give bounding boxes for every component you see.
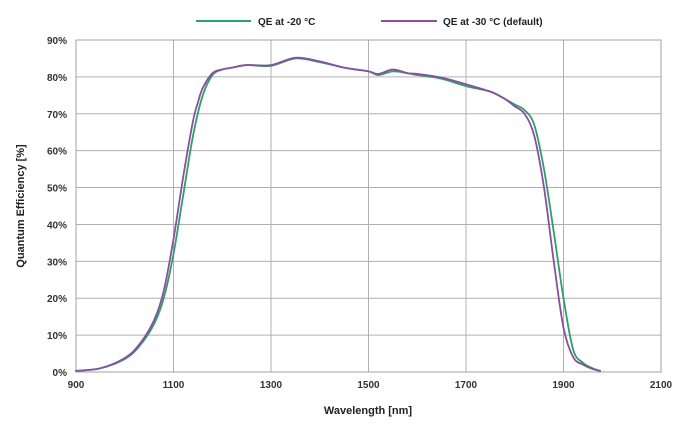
x-tick-label: 1300 bbox=[260, 380, 283, 391]
plot-frame bbox=[75, 39, 662, 373]
y-tick-label: 90% bbox=[47, 36, 67, 47]
y-tick-label: 70% bbox=[47, 110, 67, 121]
legend-label-qe-30: QE at -30 °C (default) bbox=[443, 17, 543, 28]
x-tick-label: 1500 bbox=[357, 380, 380, 391]
y-tick-label: 0% bbox=[53, 368, 68, 379]
y-tick-label: 40% bbox=[47, 220, 67, 231]
x-tick-label: 2100 bbox=[650, 380, 673, 391]
series-layer bbox=[75, 56, 601, 372]
series-line-1 bbox=[75, 56, 601, 372]
y-tick-label: 60% bbox=[47, 147, 67, 158]
y-tick-label: 20% bbox=[47, 294, 67, 305]
series-line-0 bbox=[75, 57, 601, 372]
x-tick-labels: 900 1100 1300 1500 1700 1900 2100 bbox=[68, 380, 673, 391]
x-tick-label: 1700 bbox=[455, 380, 478, 391]
legend: QE at -20 °C QE at -30 °C (default) bbox=[196, 17, 543, 28]
y-tick-label: 10% bbox=[47, 331, 67, 342]
y-axis-title: Quantum Efficiency [%] bbox=[15, 144, 27, 268]
x-tick-label: 1900 bbox=[552, 380, 575, 391]
y-tick-label: 50% bbox=[47, 184, 67, 195]
y-tick-labels: 0% 10% 20% 30% 40% 50% 60% 70% 80% 90% bbox=[47, 36, 67, 379]
y-tick-label: 80% bbox=[47, 73, 67, 84]
x-tick-label: 900 bbox=[68, 380, 85, 391]
x-axis-title: Wavelength [nm] bbox=[324, 405, 413, 417]
y-tick-label: 30% bbox=[47, 257, 67, 268]
legend-label-qe-20: QE at -20 °C bbox=[258, 17, 315, 28]
grid-layer bbox=[76, 40, 661, 372]
x-tick-label: 1100 bbox=[163, 380, 185, 391]
